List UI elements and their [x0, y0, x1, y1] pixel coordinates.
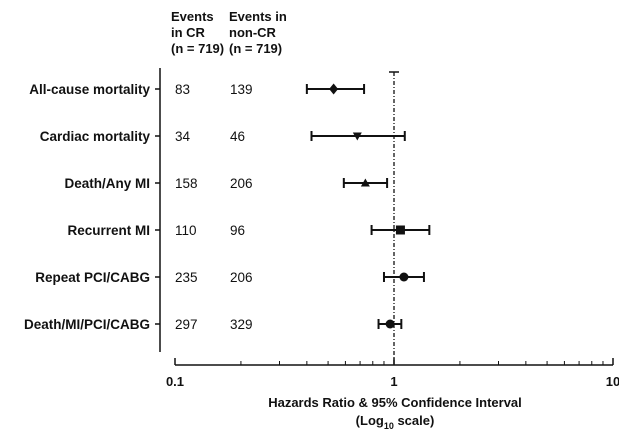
header-events-noncr-line-3: (n = 719) — [229, 41, 282, 56]
header-events-noncr: Events in non-CR (n = 719) — [229, 9, 287, 56]
header-events-cr-line-3: (n = 719) — [171, 41, 224, 56]
x-tick-label: 0.1 — [166, 374, 184, 389]
header-events-cr: Events in CR (n = 719) — [171, 9, 224, 56]
events-noncr-value: 206 — [230, 176, 253, 191]
forest-row: Death/Any MI 158 206 — [64, 176, 389, 191]
x-tick-label: 1 — [390, 374, 397, 389]
row-label: Repeat PCI/CABG — [35, 270, 150, 285]
x-axis-label-post: scale) — [394, 413, 434, 428]
forest-row: All-cause mortality 83 139 — [29, 82, 366, 97]
header-events-noncr-line-1: Events in — [229, 9, 287, 24]
events-cr-value: 34 — [175, 129, 191, 144]
header-events-cr-line-2: in CR — [171, 25, 206, 40]
row-label: Death/Any MI — [64, 176, 150, 191]
hazard-ratio-marker — [399, 272, 409, 282]
x-ticks: 0.1 1 10 — [166, 358, 619, 389]
x-axis-label-pre: (Log — [356, 413, 384, 428]
hazard-ratio-marker — [352, 132, 362, 141]
x-axis-label-line-1: Hazards Ratio & 95% Confidence Interval — [268, 395, 522, 410]
forest-row: Cardiac mortality 34 46 — [40, 129, 406, 144]
x-axis-label-line-2: (Log10 scale) — [356, 413, 435, 430]
row-label: Death/MI/PCI/CABG — [24, 317, 150, 332]
events-noncr-value: 46 — [230, 129, 245, 144]
events-cr-value: 110 — [175, 223, 197, 238]
header-events-cr-line-1: Events — [171, 9, 214, 24]
events-cr-value: 158 — [175, 176, 198, 191]
x-tick-label: 10 — [606, 374, 619, 389]
hazard-ratio-marker — [360, 178, 370, 187]
events-cr-value: 297 — [175, 317, 198, 332]
x-axis-label-sub: 10 — [384, 421, 394, 430]
x-axis: 0.1 1 10 Hazards Ratio & 95% Confidence In… — [166, 358, 619, 430]
forest-row: Recurrent MI 110 96 — [67, 223, 431, 238]
row-label: All-cause mortality — [29, 82, 150, 97]
events-noncr-value: 206 — [230, 270, 253, 285]
events-cr-value: 235 — [175, 270, 198, 285]
events-cr-value: 83 — [175, 82, 190, 97]
events-noncr-value: 96 — [230, 223, 245, 238]
events-noncr-value: 329 — [230, 317, 253, 332]
forest-rows: All-cause mortality 83 139 Cardiac mortalit… — [24, 82, 431, 332]
row-label: Recurrent MI — [67, 223, 150, 238]
hazard-ratio-marker — [395, 225, 405, 235]
events-noncr-value: 139 — [230, 82, 253, 97]
hazard-ratio-marker — [385, 319, 395, 329]
forest-row: Repeat PCI/CABG 235 206 — [35, 270, 425, 285]
reference-line-group — [389, 71, 399, 365]
header-events-noncr-line-2: non-CR — [229, 25, 277, 40]
hazard-ratio-marker — [329, 83, 339, 95]
row-label: Cardiac mortality — [40, 129, 151, 144]
forest-row: Death/MI/PCI/CABG 297 329 — [24, 317, 403, 332]
